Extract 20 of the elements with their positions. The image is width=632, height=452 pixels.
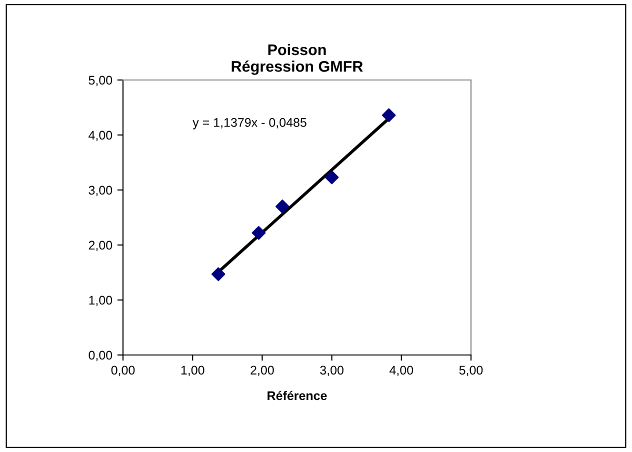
y-tick-label: 3,00: [88, 186, 112, 196]
x-tick-label: 4,00: [390, 366, 414, 376]
point: [211, 267, 226, 282]
x-axis-title: Référence: [268, 390, 327, 400]
x-tick-label: 0,00: [111, 366, 135, 376]
y-tick-label: 4,00: [88, 130, 112, 142]
point: [382, 108, 396, 122]
annotation: y = 1,1379x - 0,0485: [192, 118, 306, 130]
y-tick-label: 2,00: [88, 240, 112, 252]
x-tick-label: 3,00: [320, 366, 344, 376]
point: [275, 200, 290, 214]
x-tick-label: 5,00: [459, 366, 483, 376]
y-tick-label: 5,00: [88, 76, 112, 86]
chart-title: Poisson Régression GMFR: [232, 44, 363, 75]
x-tick-label: 2,00: [250, 366, 274, 376]
x-tick-label: 1,00: [181, 366, 204, 376]
y-tick-label: 1,00: [89, 296, 112, 306]
point: [252, 226, 266, 240]
y-tick-label: 0,00: [88, 350, 112, 362]
point: [324, 170, 339, 184]
